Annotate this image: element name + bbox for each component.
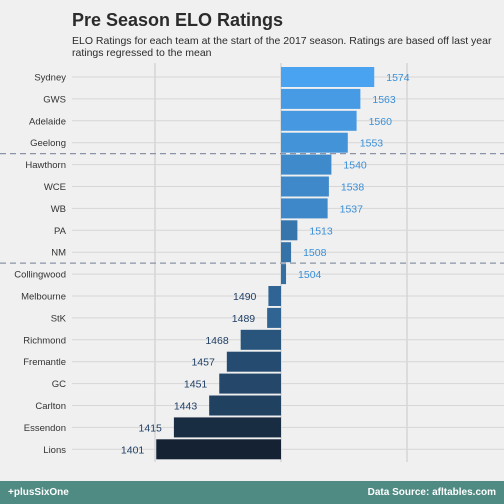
brand-label: +plusSixOne <box>8 487 69 498</box>
value-label: 1504 <box>298 269 322 281</box>
category-label: GWS <box>43 94 66 105</box>
category-label: NM <box>51 248 66 259</box>
footer-bar: +plusSixOne Data Source: afltables.com <box>0 481 504 504</box>
value-label: 1574 <box>386 72 410 84</box>
chart-subtitle: ELO Ratings for each team at the start o… <box>72 35 492 59</box>
bar-gws <box>281 88 361 109</box>
bar-layer <box>156 67 375 460</box>
bar-stk <box>267 307 281 328</box>
bar-fremantle <box>226 351 281 372</box>
value-label: 1489 <box>232 313 256 325</box>
value-label: 1508 <box>303 247 327 259</box>
category-label: Collingwood <box>14 270 66 281</box>
category-label: Melbourne <box>21 292 66 303</box>
chart-title: Pre Season ELO Ratings <box>72 10 284 30</box>
value-label: 1451 <box>184 379 208 391</box>
value-label: 1415 <box>139 422 163 434</box>
value-label: 1537 <box>340 203 364 215</box>
value-label: 1540 <box>343 160 367 172</box>
value-label: 1457 <box>191 357 215 369</box>
value-label: 1563 <box>372 94 396 106</box>
value-label: 1490 <box>233 291 257 303</box>
bar-richmond <box>240 329 281 350</box>
value-label: 1468 <box>205 335 229 347</box>
value-label: 1401 <box>121 444 145 456</box>
bar-hawthorn <box>281 154 332 175</box>
category-label: Fremantle <box>23 357 66 368</box>
bar-melbourne <box>268 286 281 306</box>
category-label: PA <box>54 226 67 237</box>
category-label: Geelong <box>30 138 66 149</box>
category-label: GC <box>52 379 66 390</box>
bar-nm <box>281 242 292 263</box>
bar-carlton <box>209 395 281 416</box>
category-label: Richmond <box>23 335 66 346</box>
bar-adelaide <box>281 110 357 131</box>
bar-gc <box>219 373 281 394</box>
bar-wce <box>281 176 329 197</box>
category-label: StK <box>51 313 67 324</box>
bar-geelong <box>281 132 348 153</box>
reference-lines <box>0 153 504 264</box>
value-label: 1443 <box>174 401 198 413</box>
label-layer: Sydney 1574 GWS 1563 Adelaide 1560 Geelong 1553… <box>14 72 410 456</box>
bar-wb <box>281 198 328 219</box>
bar-pa <box>281 220 298 241</box>
bar-collingwood <box>281 264 287 285</box>
category-label: Essendon <box>24 423 66 434</box>
value-label: 1553 <box>360 138 384 150</box>
category-label: WB <box>51 204 66 215</box>
value-label: 1538 <box>341 182 365 194</box>
category-label: Adelaide <box>29 116 66 127</box>
bar-sydney <box>281 67 375 87</box>
category-label: WCE <box>44 182 66 193</box>
data-source-label: Data Source: afltables.com <box>367 487 496 498</box>
bar-chart: Sydney 1574 GWS 1563 Adelaide 1560 Geelong 1553… <box>0 63 504 462</box>
category-label: Carlton <box>35 401 66 412</box>
value-label: 1560 <box>369 116 393 128</box>
category-label: Lions <box>43 445 66 456</box>
category-label: Hawthorn <box>25 160 66 171</box>
bar-lions <box>156 439 281 460</box>
category-label: Sydney <box>34 73 66 84</box>
bar-essendon <box>173 417 281 438</box>
value-label: 1513 <box>309 225 333 237</box>
